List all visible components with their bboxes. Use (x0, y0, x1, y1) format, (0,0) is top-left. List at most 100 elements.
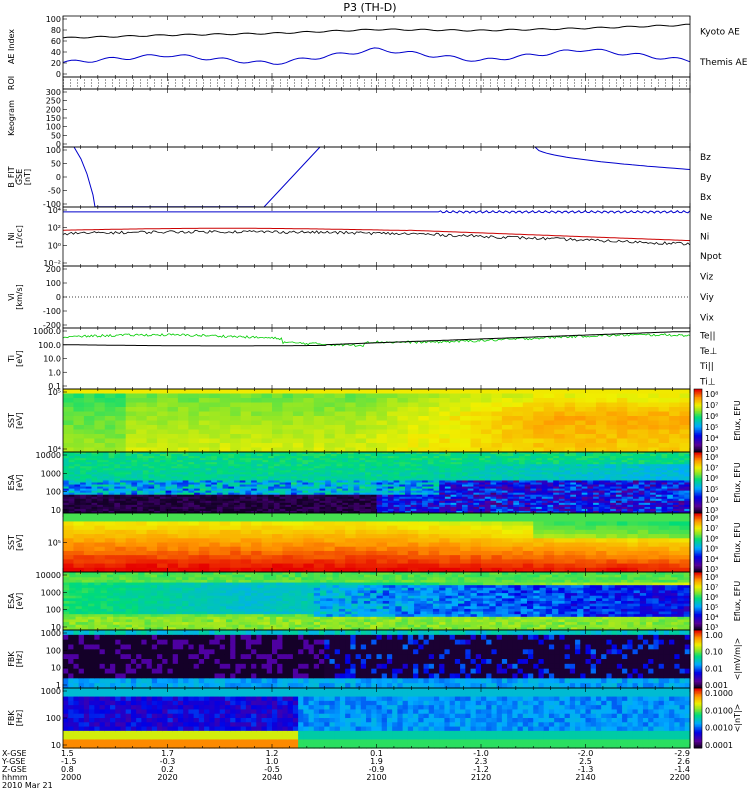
spectrogram-cell (63, 494, 70, 498)
spectrogram-cell (410, 456, 417, 459)
spectrogram-cell (348, 502, 355, 506)
spectrogram-cell (449, 538, 461, 544)
spectrogram-cell (142, 466, 150, 469)
spectrogram-cell (303, 517, 315, 523)
spectrogram-cell (473, 498, 480, 502)
colorbar-segment (694, 401, 702, 404)
spectrogram-cell (251, 434, 263, 440)
spectrogram-cell (501, 402, 513, 408)
spectrogram-cell (604, 452, 611, 455)
spectrogram-cell (604, 462, 611, 465)
colorbar-segment (694, 667, 702, 670)
spectrogram-cell (638, 474, 645, 477)
spectrogram-cell (355, 567, 367, 573)
spectrogram-cell (108, 484, 115, 488)
spectrogram-cell (524, 490, 531, 494)
spectrogram-cell (449, 438, 461, 444)
spectrogram-cell (282, 538, 294, 544)
spectrogram-cell (68, 466, 75, 469)
spectrogram-cell (627, 458, 634, 461)
spectrogram-cell (222, 474, 229, 477)
spectrogram-cell (251, 411, 263, 417)
spectrogram-cell (302, 492, 309, 496)
spectrogram-cell (637, 416, 649, 422)
spectrogram-cell (366, 559, 378, 565)
spectrogram-cell (678, 496, 685, 500)
spectrogram-cell (74, 510, 81, 514)
spectrogram-cell (604, 490, 611, 494)
spectrogram-cell (616, 402, 628, 408)
spectrogram-cell (97, 468, 104, 471)
spectrogram-cell (268, 504, 275, 508)
spectrogram-cell (291, 472, 298, 475)
spectrogram-cell (530, 504, 537, 508)
spectrogram-cell (228, 468, 235, 471)
colorbar-segment (694, 464, 702, 467)
spectrogram-cell (370, 462, 378, 465)
spectrogram-cell (125, 567, 137, 573)
spectrogram-cell (405, 454, 412, 457)
spectrogram-cell (376, 402, 388, 408)
spectrogram-cell (313, 502, 321, 506)
spectrogram-cell (536, 452, 543, 455)
spectrogram-cell (462, 510, 469, 514)
spectrogram-cell (606, 447, 618, 453)
spectrogram-cell (94, 443, 106, 449)
spectrogram-cell (460, 563, 472, 569)
spectrogram-cell (216, 456, 224, 459)
spectrogram-cell (125, 513, 137, 518)
spectrogram-cell (194, 492, 201, 496)
spectrogram-cell (397, 389, 409, 395)
spectrogram-cell (177, 434, 189, 440)
spectrogram-cell (416, 492, 423, 496)
spectrogram-cell (530, 498, 537, 502)
spectrogram-cell (661, 486, 668, 490)
spectrogram-cell (348, 484, 355, 488)
spectrogram-cell (279, 474, 286, 477)
spectrogram-cell (439, 452, 446, 455)
spectrogram-cell (136, 416, 148, 422)
spectrogram-cell (615, 476, 623, 480)
spectrogram-cell (198, 402, 210, 408)
spectrogram-cell (154, 486, 161, 490)
spectrogram-cell (80, 506, 87, 510)
spectrogram-cell (199, 472, 207, 475)
spectrogram-cell (230, 407, 242, 413)
spectrogram-cell (324, 550, 336, 556)
spectrogram-cell (303, 534, 315, 539)
spectrogram-cell (63, 468, 70, 471)
spectrogram-cell (575, 393, 587, 399)
spectrogram-cell (234, 508, 241, 512)
spectrogram-cell (456, 502, 463, 506)
spectrogram-cell (456, 464, 463, 467)
spectrogram-cell (418, 434, 430, 440)
spectrogram-cell (194, 454, 201, 457)
spectrogram-cell (177, 534, 189, 539)
spectrogram-cell (370, 478, 378, 482)
spectrogram-cell (292, 567, 304, 573)
spectrogram-cell (222, 510, 229, 514)
spectrogram-cell (610, 464, 617, 467)
spectrogram-cell (154, 464, 161, 467)
spectrogram-cell (342, 484, 349, 488)
spectrogram-cell (330, 468, 338, 471)
spectrogram-cell (615, 492, 623, 496)
spectrogram-cell (648, 438, 660, 444)
spectrogram-cell (262, 498, 269, 502)
spectrogram-cell (410, 460, 417, 463)
spectrogram-cell (507, 486, 514, 490)
spectrogram-cell (114, 488, 121, 492)
spectrogram-cell (501, 506, 509, 510)
spectrogram-cell (330, 504, 338, 508)
spectrogram-cell (182, 474, 189, 477)
colorbar-segment (694, 669, 702, 672)
spectrogram-cell (382, 476, 389, 480)
spectrogram-cell (536, 460, 543, 463)
spectrogram-cell (279, 486, 286, 490)
spectrogram-cell (285, 494, 292, 498)
spectrogram-cell (484, 482, 492, 486)
spectrogram-cell (177, 502, 184, 506)
spectrogram-cell (167, 534, 179, 539)
spectrogram-cell (661, 456, 668, 459)
spectrogram-cell (661, 496, 668, 500)
